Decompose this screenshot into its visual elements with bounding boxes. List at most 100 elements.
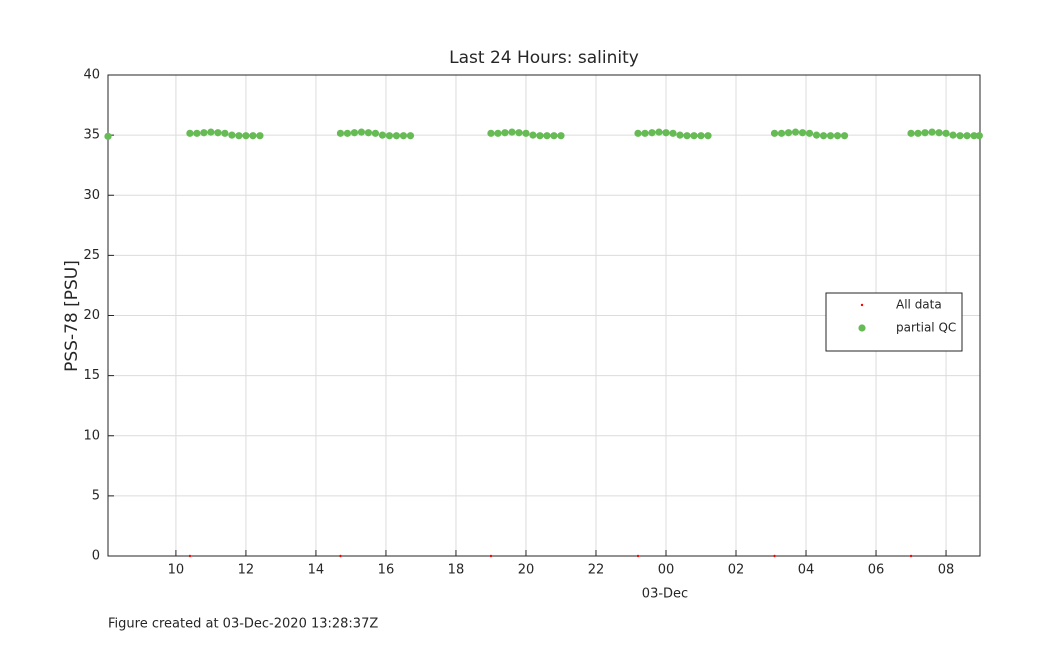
point [975,132,983,140]
y-tick-label: 5 [92,488,100,503]
point [336,129,345,137]
point [501,129,509,137]
x-tick-label: 08 [938,563,955,578]
point [805,129,814,137]
point [963,132,971,140]
x-tick-label: 20 [518,563,535,578]
point [770,129,779,137]
legend-label: partial QC [896,321,956,335]
point [529,131,537,139]
point [550,132,558,140]
point [812,131,821,139]
point [371,129,380,137]
point [909,554,913,558]
point [508,128,516,136]
point [350,129,359,137]
y-axis-label: PSS-78 [PSU] [62,260,82,372]
y-tick-label: 35 [83,128,100,143]
legend-marker [858,324,866,332]
legend-box [825,292,963,352]
point [489,554,493,558]
point [343,129,352,137]
y-tick-label: 0 [92,549,100,564]
point [193,129,201,137]
x-tick-label: 10 [168,563,185,578]
legend-marker [860,303,864,307]
point [662,129,670,137]
x-tick-label: 06 [868,563,885,578]
point [104,132,112,140]
point [392,132,401,140]
point [235,132,243,140]
point [522,129,530,137]
point [956,132,964,140]
point [228,131,236,139]
point [487,129,495,137]
point [634,129,642,137]
point [826,132,835,140]
x-tick-label: 18 [448,563,465,578]
point [655,128,663,136]
point [935,129,943,137]
point [690,132,698,140]
x-tick-label: 00 [658,563,675,578]
footnote: Figure created at 03-Dec-2020 13:28:37Z [108,617,378,632]
point [543,132,551,140]
point [515,129,523,137]
point [494,129,502,137]
point [907,129,915,137]
x-axis-label: 03-Dec [642,587,688,602]
point [207,128,215,136]
point [249,132,257,140]
point [256,132,264,140]
point [798,129,807,137]
x-tick-label: 14 [308,563,325,578]
x-tick-label: 12 [238,563,255,578]
point [406,132,415,140]
y-tick-label: 15 [83,368,100,383]
point [200,129,208,137]
point [536,132,544,140]
point [683,132,691,140]
point [777,129,786,137]
point [557,132,565,140]
point [242,132,250,140]
legend-label: All data [896,298,942,312]
point [214,129,222,137]
chart-title: Last 24 Hours: salinity [449,48,639,68]
y-tick-label: 20 [83,308,100,323]
y-tick-label: 40 [83,68,100,83]
y-tick-label: 25 [83,248,100,263]
point [188,554,192,558]
point [942,129,950,137]
point [186,129,194,137]
x-tick-label: 04 [798,563,815,578]
point [357,128,366,136]
point [840,132,849,140]
y-tick-label: 30 [83,188,100,203]
point [221,129,229,137]
point [921,129,929,137]
point [636,554,640,558]
point [949,131,957,139]
point [648,129,656,137]
point [676,131,684,139]
point [914,129,922,137]
point [641,129,649,137]
point [704,132,712,140]
point [791,128,800,136]
point [819,132,828,140]
point [928,128,936,136]
point [364,129,373,137]
x-tick-label: 16 [378,563,395,578]
x-tick-label: 02 [728,563,745,578]
x-tick-label: 22 [588,563,605,578]
point [669,129,677,137]
plot-frame [107,74,981,557]
point [784,129,793,137]
point [833,132,842,140]
point [378,131,387,139]
point [697,132,705,140]
point [339,554,342,558]
